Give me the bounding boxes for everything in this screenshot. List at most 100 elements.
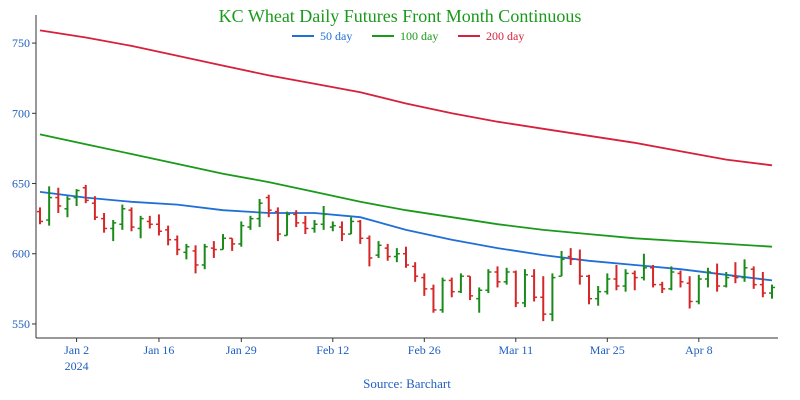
ohlc-bar (64, 196, 71, 218)
ohlc-bar (723, 271, 730, 288)
ohlc-bar (512, 270, 519, 308)
ohlc-bar (238, 221, 245, 247)
ohlc-bar (311, 220, 318, 233)
y-tick-label: 750 (12, 36, 30, 50)
ohlc-bar (677, 270, 684, 288)
ohlc-bar (155, 214, 162, 236)
ohlc-bar (265, 194, 272, 218)
ohlc-bar (448, 277, 455, 298)
ohlc-bar (229, 237, 236, 251)
ohlc-bar (567, 248, 574, 265)
ohlc-bar (192, 245, 199, 274)
ohlc-bar (128, 207, 135, 232)
ohlc-bar (256, 198, 263, 228)
ohlc-bar (586, 274, 592, 305)
ohlc-bar (686, 276, 693, 309)
y-tick-label: 700 (12, 106, 30, 120)
ohlc-bar (759, 271, 766, 298)
ohlc-bar (110, 220, 117, 242)
y-tick-label: 600 (12, 247, 30, 261)
ohlc-bar (302, 215, 309, 235)
ohlc-bar (329, 221, 336, 232)
ohlc-bar (741, 259, 748, 282)
ohlc-bar (467, 275, 474, 301)
ohlc-bar (320, 205, 327, 230)
ohlc-bar (393, 248, 400, 263)
x-tick-label: Feb 12 (316, 343, 349, 357)
ohlc-bar (604, 273, 611, 295)
ohlc-bar (595, 286, 602, 306)
x-tick-label: Mar 11 (499, 343, 534, 357)
ohlc-bar (531, 269, 538, 302)
ohlc-bar (220, 234, 226, 251)
ohlc-bar (613, 264, 620, 291)
ohlc-bar (714, 263, 721, 292)
ohlc-bar (274, 207, 281, 242)
ohlc-bar (348, 217, 355, 235)
ohlc-bar (201, 243, 208, 270)
ohlc-bar (119, 204, 126, 230)
ohlc-bar (494, 266, 501, 288)
x-tick-label: Feb 26 (408, 343, 441, 357)
ohlc-bar (284, 211, 291, 237)
x-axis-ticks: Jan 2 2024 Jan 16 Jan 29 Feb 12 Feb 26 Mar 11 M… (64, 338, 713, 373)
series-line-50-day (39, 191, 773, 282)
y-tick-label: 650 (12, 177, 30, 191)
ohlc-bar (732, 262, 739, 284)
ohlc-bar (439, 277, 446, 313)
ohlc-bar (101, 213, 108, 233)
ohlc-bar (357, 220, 364, 244)
ohlc-bar (403, 246, 409, 268)
ohlc-bar (549, 273, 556, 322)
x-tick-label: Jan 16 (143, 343, 174, 357)
series-line-200-day (39, 29, 773, 167)
ohlc-bar (640, 253, 647, 281)
ohlc-bar (137, 215, 144, 239)
ohlc-bar (210, 241, 217, 258)
x-tick-label: Mar 25 (590, 343, 625, 357)
source-label: Source: Barchart (363, 376, 451, 391)
ohlc-bar (375, 241, 382, 258)
legend-entry: 200 day (486, 29, 524, 43)
ohlc-bar (457, 273, 464, 294)
ohlc-bars (37, 184, 775, 322)
ohlc-bar (338, 221, 345, 242)
ohlc-bar (650, 264, 657, 288)
ohlc-bar (412, 262, 419, 282)
ohlc-bar (366, 235, 373, 267)
chart-title: KC Wheat Daily Futures Front Month Conti… (219, 6, 582, 26)
y-tick-label: 550 (12, 317, 30, 331)
moving-average-lines (39, 29, 773, 282)
ohlc-bar (430, 284, 437, 313)
ohlc-bar (503, 267, 510, 285)
x-tick-label: Apr 8 (685, 343, 713, 357)
legend: 50 day 100 day 200 day (292, 29, 524, 43)
ohlc-bar (165, 225, 172, 246)
ohlc-bar (91, 196, 98, 221)
ohlc-bar (421, 273, 428, 296)
ohlc-bar (384, 243, 391, 261)
ohlc-bar (769, 284, 775, 299)
ohlc-bar (668, 266, 675, 291)
ohlc-bar (750, 266, 757, 289)
ohlc-bar (293, 210, 300, 228)
ohlc-bar (558, 250, 565, 277)
ohlc-bar (540, 276, 547, 322)
ohlc-bar (485, 269, 492, 294)
ohlc-bar (704, 267, 711, 288)
ohlc-bar (174, 235, 181, 256)
ohlc-bar (521, 269, 528, 308)
ohlc-bar (476, 287, 483, 313)
ohlc-bar (576, 249, 583, 285)
ohlc-bar (82, 184, 89, 204)
ohlc-bar (631, 270, 638, 291)
x-tick-label: Jan 29 (226, 343, 257, 357)
ohlc-bar (622, 269, 629, 292)
ohlc-bar (695, 274, 702, 305)
x-tick-label: Jan 2 (64, 343, 89, 357)
ohlc-bar (37, 207, 43, 225)
series-line-100-day (39, 133, 773, 248)
x-tick-sublabel: 2024 (65, 359, 89, 373)
ohlc-bar (247, 215, 254, 230)
